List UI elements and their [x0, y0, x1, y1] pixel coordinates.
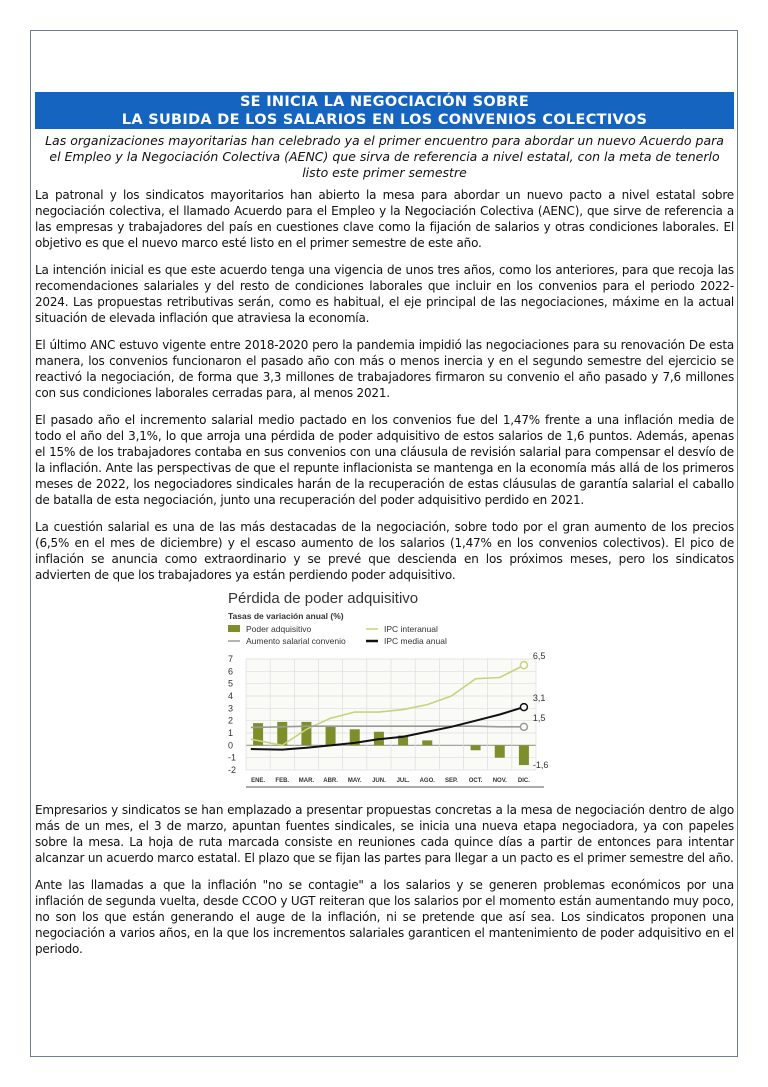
chart-title: Pérdida de poder adquisitivo	[228, 590, 418, 607]
paragraph-4: El pasado año el incremento salarial med…	[35, 413, 734, 507]
x-tick-label: NOV.	[493, 778, 507, 784]
page-frame	[30, 30, 738, 1057]
y-tick-label: 2	[228, 716, 233, 726]
chart-subtitle: Tasas de variación anual (%)	[228, 611, 344, 621]
lead-text: Las organizaciones mayoritarias han cele…	[45, 133, 724, 180]
end-value-label: 1,5	[533, 713, 546, 723]
x-tick-label: AGO.	[420, 778, 436, 784]
x-tick-label: SEP.	[445, 778, 458, 784]
y-tick-label: -2	[228, 765, 236, 775]
y-tick-label: -1	[228, 753, 236, 763]
bar-poder-adquisitivo	[494, 745, 505, 758]
bar-poder-adquisitivo	[518, 745, 529, 766]
bar-poder-adquisitivo	[301, 721, 312, 746]
y-tick-label: 0	[228, 740, 233, 750]
y-tick-label: 5	[228, 679, 233, 689]
end-value-label: 6,5	[533, 651, 546, 661]
y-tick-label: 3	[228, 703, 233, 713]
paragraph-3: El último ANC estuvo vigente entre 2018-…	[35, 338, 734, 400]
y-tick-label: 4	[228, 691, 233, 701]
legend-label: Aumento salarial convenio	[246, 636, 346, 646]
x-tick-label: DIC.	[518, 778, 530, 784]
legend-label: IPC media anual	[384, 636, 447, 646]
line-ipc-interanual	[250, 664, 525, 747]
line-aumento-salarial-convenio	[250, 725, 524, 729]
purchasing-power-chart: Pérdida de poder adquisitivo Tasas de var…	[228, 590, 549, 788]
line-end-marker	[519, 702, 529, 712]
legend-swatch-bar	[228, 625, 240, 632]
x-tick-label: OCT.	[469, 778, 483, 784]
paragraph-7: Ante las llamadas a que la inflación "no…	[35, 878, 734, 956]
line-ipc-media-anual	[250, 706, 525, 751]
x-tick-label: JUN.	[372, 778, 386, 784]
y-tick-label: 1	[228, 728, 233, 738]
x-tick-label: MAY.	[348, 778, 362, 784]
y-tick-label: 6	[228, 666, 233, 676]
article: SE INICIA LA NEGOCIACIÓN SOBRE LA SUBIDA…	[35, 92, 734, 956]
bar-poder-adquisitivo	[470, 745, 481, 751]
x-tick-label: ENE.	[251, 778, 265, 784]
bar-poder-adquisitivo	[325, 725, 336, 746]
end-value-label: -1,6	[533, 760, 549, 770]
end-value-label: 3,1	[533, 693, 546, 703]
line-end-marker	[519, 722, 529, 732]
bar-poder-adquisitivo	[398, 735, 409, 746]
headline-line-2: LA SUBIDA DE LOS SALARIOS EN LOS CONVENI…	[121, 112, 648, 128]
paragraph-5: La cuestión salarial es una de las más d…	[35, 520, 734, 582]
x-tick-label: MAR.	[299, 778, 315, 784]
paragraph-2: La intención inicial es que este acuerdo…	[35, 263, 734, 325]
x-tick-label: JUL.	[397, 778, 410, 784]
x-tick-label: FEB.	[275, 778, 289, 784]
x-tick-label: ABR.	[323, 778, 338, 784]
legend-label: IPC interanual	[384, 624, 438, 634]
bar-poder-adquisitivo	[253, 723, 264, 746]
paragraph-1: La patronal y los sindicatos mayoritario…	[35, 188, 734, 250]
bar-poder-adquisitivo	[422, 740, 433, 746]
line-end-marker	[519, 660, 529, 670]
paragraph-6: Empresarios y sindicatos se han emplazad…	[35, 803, 734, 865]
headline-banner: SE INICIA LA NEGOCIACIÓN SOBRE LA SUBIDA…	[35, 92, 734, 129]
y-tick-label: 7	[228, 654, 233, 664]
bar-poder-adquisitivo	[349, 729, 360, 746]
bar-poder-adquisitivo	[277, 721, 288, 746]
legend-label: Poder adquisitivo	[246, 624, 311, 634]
headline-line-1: SE INICIA LA NEGOCIACIÓN SOBRE	[239, 94, 530, 110]
